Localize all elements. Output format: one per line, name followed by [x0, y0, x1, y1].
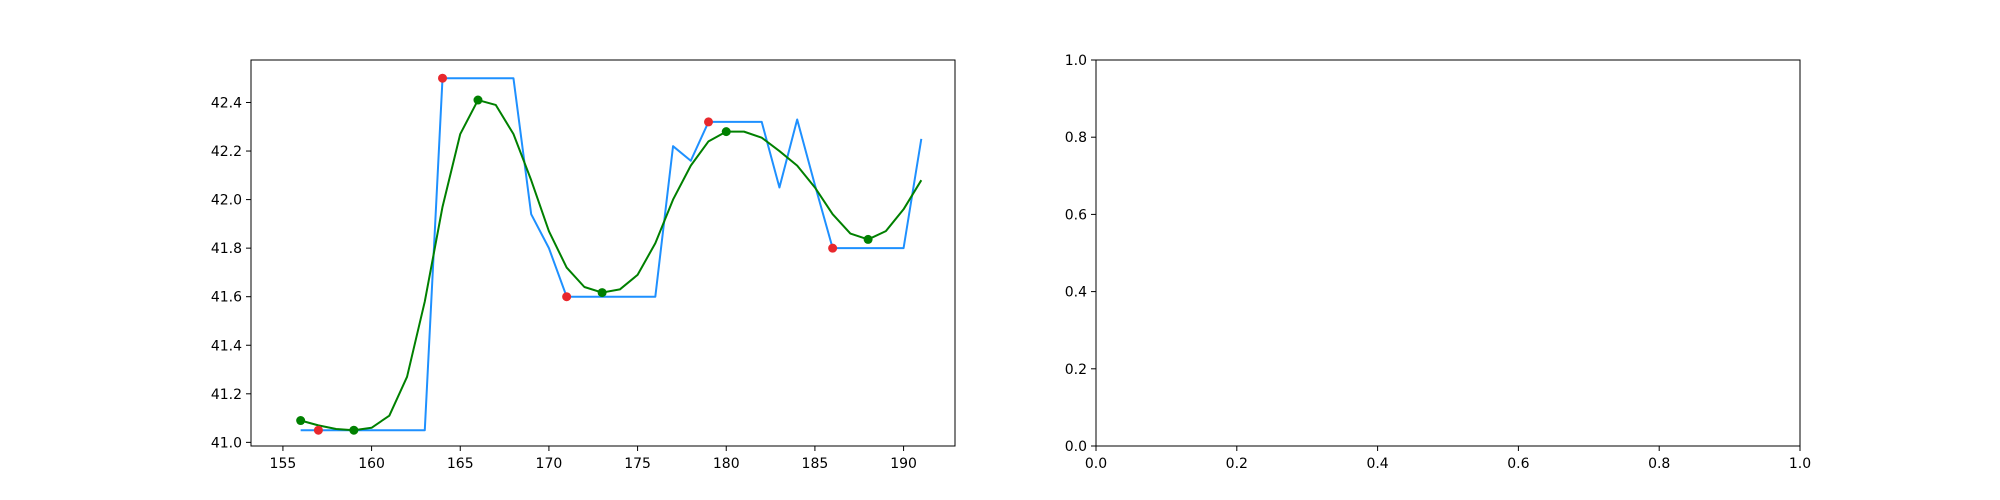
y-tick-label: 0.2 [1065, 362, 1087, 378]
chart-left: 155 160 165 170 175 180 185 190 41.0 41.2 41.4 41.6… [211, 59, 956, 472]
x-tick-label: 190 [890, 456, 917, 472]
y-tick-label: 41.8 [211, 241, 242, 257]
y-tick-label: 41.2 [211, 387, 242, 403]
x-tick-label: 0.0 [1085, 456, 1107, 472]
series-line-2 [300, 99, 923, 432]
y-tick-label: 41.6 [211, 290, 242, 306]
y-tick-label: 0.8 [1065, 130, 1087, 146]
series-line-1 [300, 77, 923, 432]
marker-2-point-6 [863, 234, 873, 244]
marker-1-point-3 [562, 292, 572, 302]
marker-1-point-2 [438, 73, 448, 83]
y-tick-label: 41.0 [211, 435, 242, 451]
y-tick-label: 0.0 [1065, 439, 1087, 455]
x-tick-label: 185 [802, 456, 829, 472]
y-tick-label: 42.4 [211, 95, 242, 111]
marker-1-point-1 [313, 425, 323, 435]
y-tick-label: 1.0 [1065, 53, 1087, 69]
x-tick-label: 170 [536, 456, 563, 472]
y-tick-label: 0.6 [1065, 207, 1087, 223]
chart-right-empty: 0.0 0.2 0.4 0.6 0.8 1.0 0.0 0.2 0.4 0.6 0.8 1.0 [1065, 53, 1811, 472]
y-tick-label: 42.0 [211, 193, 242, 209]
y-tick-label: 0.4 [1065, 285, 1087, 301]
axes-frame [1095, 59, 1801, 447]
marker-1-point-4 [704, 117, 714, 127]
x-tick-label: 0.4 [1366, 456, 1388, 472]
x-tick-label: 165 [447, 456, 474, 472]
x-tick-label: 0.2 [1226, 456, 1248, 472]
x-tick-label: 160 [358, 456, 385, 472]
y-tick-label: 42.2 [211, 144, 242, 160]
marker-2-point-4 [597, 288, 607, 298]
x-tick-label: 180 [713, 456, 740, 472]
y-tick-label: 41.4 [211, 338, 242, 354]
x-tick-label: 155 [270, 456, 297, 472]
x-tick-label: 0.6 [1507, 456, 1529, 472]
marker-2-point-2 [349, 425, 359, 435]
axes-frame [250, 59, 956, 447]
marker-1-point-5 [828, 243, 838, 253]
x-tick-label: 0.8 [1648, 456, 1670, 472]
marker-2-point-3 [473, 95, 483, 105]
x-tick-label: 1.0 [1789, 456, 1811, 472]
marker-2-point-5 [721, 127, 731, 137]
x-tick-label: 175 [624, 456, 651, 472]
marker-2-point-1 [296, 416, 306, 426]
